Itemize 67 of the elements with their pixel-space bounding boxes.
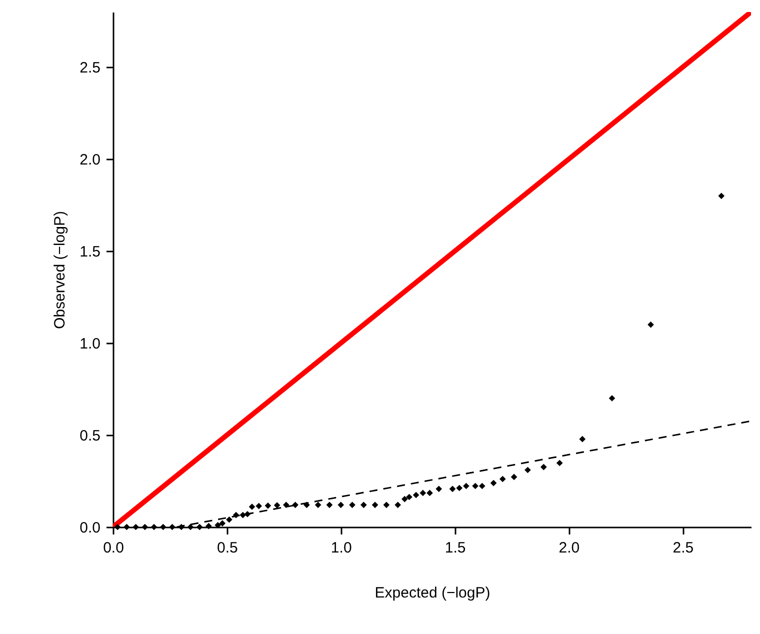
y-tick-label: 1.5: [80, 244, 100, 261]
point: [579, 436, 586, 442]
point: [394, 502, 401, 508]
point: [648, 322, 654, 328]
x-axis-title: Expected (−logP): [374, 584, 490, 602]
y-tick-label: 0.0: [80, 520, 100, 536]
x-tick-label: 1.5: [444, 540, 466, 556]
point: [490, 480, 497, 486]
y-axis-title: Observed (−logP): [52, 211, 69, 329]
point: [608, 395, 616, 402]
point: [150, 524, 158, 530]
point: [449, 486, 456, 492]
y-tick-label: 0.5: [80, 428, 100, 445]
point: [206, 522, 212, 530]
point: [169, 524, 176, 530]
x-tick-label: 2.5: [672, 540, 694, 556]
point: [196, 524, 203, 530]
point: [187, 524, 194, 530]
y-tick-label: 2.5: [80, 60, 100, 77]
point: [412, 492, 420, 498]
point: [338, 502, 344, 508]
point: [456, 484, 463, 492]
point: [349, 502, 356, 508]
point: [436, 486, 442, 492]
point: [314, 502, 322, 508]
point: [499, 476, 506, 482]
point: [274, 502, 280, 508]
point: [383, 502, 390, 508]
point: [232, 512, 240, 518]
point: [426, 490, 433, 496]
point: [406, 494, 412, 500]
point: [401, 496, 408, 502]
point: [463, 482, 470, 490]
point: [114, 524, 121, 530]
point: [292, 502, 298, 508]
point: [214, 522, 221, 528]
y-tick-label: 1.0: [80, 336, 100, 353]
point: [478, 482, 486, 490]
point: [420, 490, 426, 496]
point: [226, 516, 232, 523]
point: [304, 502, 310, 508]
point: [256, 502, 262, 510]
point: [326, 502, 333, 508]
point: [372, 502, 378, 508]
x-tick-label: 0.5: [217, 540, 238, 556]
point: [244, 510, 251, 518]
x-tick-label: 1.0: [330, 540, 352, 556]
point: [283, 502, 290, 508]
point: [178, 524, 185, 530]
point: [510, 474, 518, 480]
y-tick-label: 2.0: [80, 152, 100, 169]
point: [524, 466, 531, 474]
point: [124, 524, 130, 530]
point: [219, 520, 226, 526]
point: [540, 464, 547, 470]
point: [132, 524, 139, 530]
point: [556, 460, 563, 466]
point: [718, 192, 725, 200]
point: [248, 504, 256, 510]
point: [240, 512, 246, 518]
point: [142, 524, 148, 530]
point: [360, 502, 367, 508]
x-tick-label: 0.0: [103, 540, 124, 556]
point: [160, 524, 166, 530]
x-tick-label: 2.0: [558, 540, 580, 556]
point: [472, 482, 478, 490]
point: [264, 502, 272, 509]
